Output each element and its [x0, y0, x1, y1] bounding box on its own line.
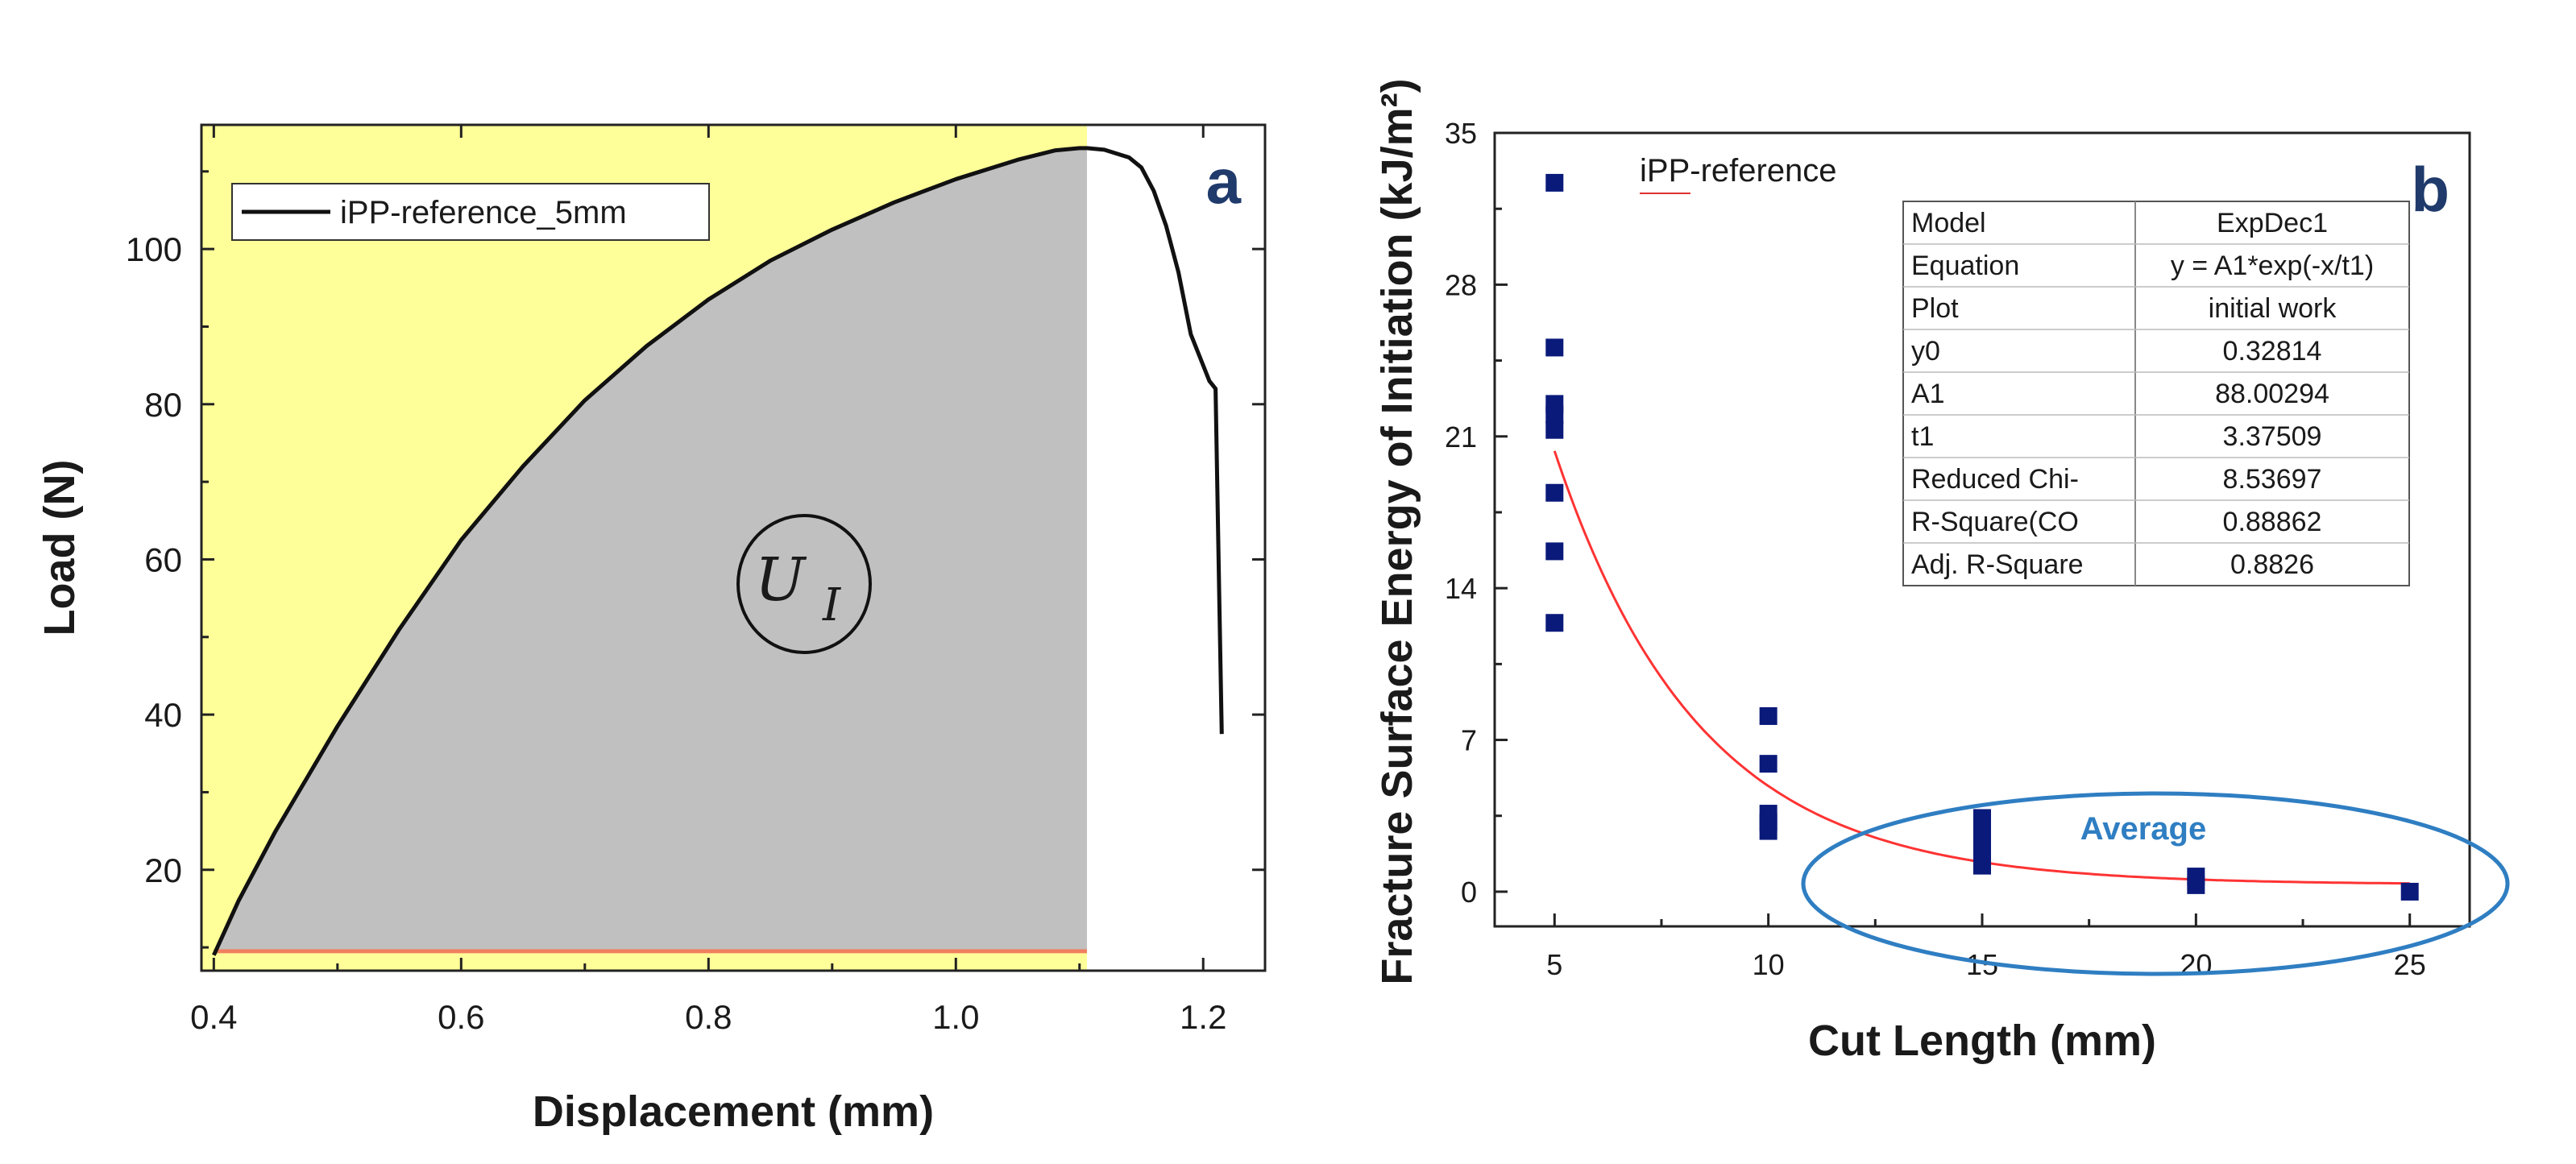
chart-a-legend: iPP-reference_5mm [231, 183, 710, 241]
chart-b-average-label: Average [2080, 811, 2206, 847]
chart-b-average-ellipse [1801, 791, 2510, 976]
chart-b-y-tick-label: 21 [1445, 420, 1477, 454]
chart-a-y-tick-label: 100 [126, 230, 182, 268]
chart-b-fit-table-key: y0 [1911, 336, 1940, 367]
chart-b-annotation: iPP-reference [1640, 153, 1837, 188]
chart-b-fit-table-value: 0.32814 [2223, 336, 2322, 367]
chart-a-area-label-subscript: I [822, 579, 842, 632]
chart-b-data-point [1545, 338, 1564, 357]
chart-b-fit-table-value: 0.88862 [2223, 507, 2322, 537]
chart-b-y-axis-title: Fracture Surface Energy of Initiation (k… [1373, 78, 1421, 984]
chart-b-data-point [1545, 405, 1564, 424]
chart-b-fit-table-key: A1 [1911, 379, 1945, 409]
chart-b-fit-table-value: ExpDec1 [2217, 208, 2328, 238]
chart-b-y-tick-label: 28 [1445, 268, 1477, 301]
chart-b-data-point [1545, 420, 1564, 439]
chart-a-x-tick-label: 1.0 [932, 998, 979, 1036]
chart-a-y-axis-title: Load (N) [35, 460, 84, 636]
chart-a-area-label: U I [736, 514, 872, 654]
chart-a-y-tick-label: 20 [144, 851, 182, 889]
chart-b-fit-table-value: 0.8826 [2230, 549, 2314, 580]
chart-b-fit-table-value: 88.00294 [2215, 379, 2329, 409]
chart-b-data-point [1545, 483, 1564, 502]
chart-b-data-points [1545, 173, 2419, 901]
chart-a-x-tick-label: 0.6 [438, 998, 484, 1036]
chart-b-fit-table-value: 8.53697 [2223, 464, 2322, 495]
chart-b-fit-table-key: Model [1911, 208, 1986, 238]
chart-b-data-point [1973, 856, 1991, 875]
chart-b-fit-table-key: Reduced Chi- [1911, 464, 2079, 495]
chart-a-x-tick-label: 0.4 [190, 998, 237, 1036]
chart-b-y-tick-label: 35 [1445, 117, 1477, 150]
chart-b-data-point [1545, 542, 1564, 561]
chart-b-data-point [1759, 706, 1777, 725]
chart-a-y-axis: 20 40 60 80 100 [126, 170, 1265, 949]
chart-a-x-axis-title: Displacement (mm) [533, 1087, 934, 1136]
chart-b-data-point [1759, 755, 1777, 773]
chart-b-fit-table-key: Adj. R-Square [1911, 549, 2084, 580]
chart-a-panel-label: a [1206, 146, 1242, 217]
chart-a-x-axis: 0.4 0.6 0.8 1.0 1.2 [190, 125, 1226, 1036]
chart-b-x-tick-label: 25 [2394, 948, 2426, 981]
chart-a-y-tick-label: 40 [144, 696, 182, 734]
chart-b-fit-table-key: t1 [1911, 421, 1934, 452]
chart-b-y-tick-label: 7 [1461, 724, 1477, 757]
chart-a-area-label-ellipse [736, 514, 872, 654]
chart-a-x-tick-label: 1.2 [1180, 998, 1226, 1036]
chart-b-fit-table-key: R-Square(CO [1911, 507, 2079, 537]
chart-b-x-tick-label: 5 [1546, 948, 1562, 981]
chart-b-data-point [1545, 614, 1564, 632]
chart-b-fit-table-key: Equation [1911, 251, 2019, 281]
chart-b-x-tick-label: 20 [2180, 948, 2212, 981]
chart-b-y-tick-label: 0 [1461, 876, 1477, 909]
chart-b-data-point [2187, 876, 2205, 894]
chart-b-x-tick-label: 10 [1753, 948, 1785, 981]
chart-a-plot-frame [200, 123, 1267, 972]
chart-a-legend-label: iPP-reference_5mm [340, 195, 627, 230]
chart-a-y-tick-label: 60 [144, 541, 182, 578]
chart-b-x-axis-title: Cut Length (mm) [1808, 1017, 2156, 1065]
chart-b-panel-label: b [2411, 154, 2449, 225]
chart-b-x-axis: 5 10 15 20 25 [1546, 913, 2426, 981]
chart-b-fit-table-value: 3.37509 [2223, 421, 2322, 452]
chart-b-fit-table-value: initial work [2209, 293, 2337, 324]
chart-a-shaded-area-ui [214, 147, 1087, 955]
chart-b-fit-table: Model ExpDec1 Equation y = A1*exp(-x/t1) Plo… [1902, 201, 2410, 586]
chart-b-y-axis: 0 7 14 21 28 35 [1445, 117, 1508, 909]
chart-b-data-point [1759, 822, 1777, 840]
chart-b-fit-table-key: Plot [1911, 293, 1959, 324]
chart-b-data-point [1973, 839, 1991, 858]
chart-a-area-label-main: U [755, 545, 807, 615]
chart-b-fit-table-value: y = A1*exp(-x/t1) [2171, 251, 2374, 281]
chart-b-fit-table-frame [1902, 201, 2410, 586]
chart-a: 0.4 0.6 0.8 1.0 1.2 20 40 60 80 100 iPP-referenc… [35, 123, 1267, 1136]
chart-b-data-point [1545, 173, 1564, 192]
chart-b-y-tick-label: 14 [1445, 572, 1477, 605]
chart-b-data-point [2400, 882, 2419, 901]
chart-a-x-tick-label: 0.8 [685, 998, 732, 1036]
chart-a-y-tick-label: 80 [144, 386, 182, 424]
chart-a-series-line [212, 146, 1224, 956]
